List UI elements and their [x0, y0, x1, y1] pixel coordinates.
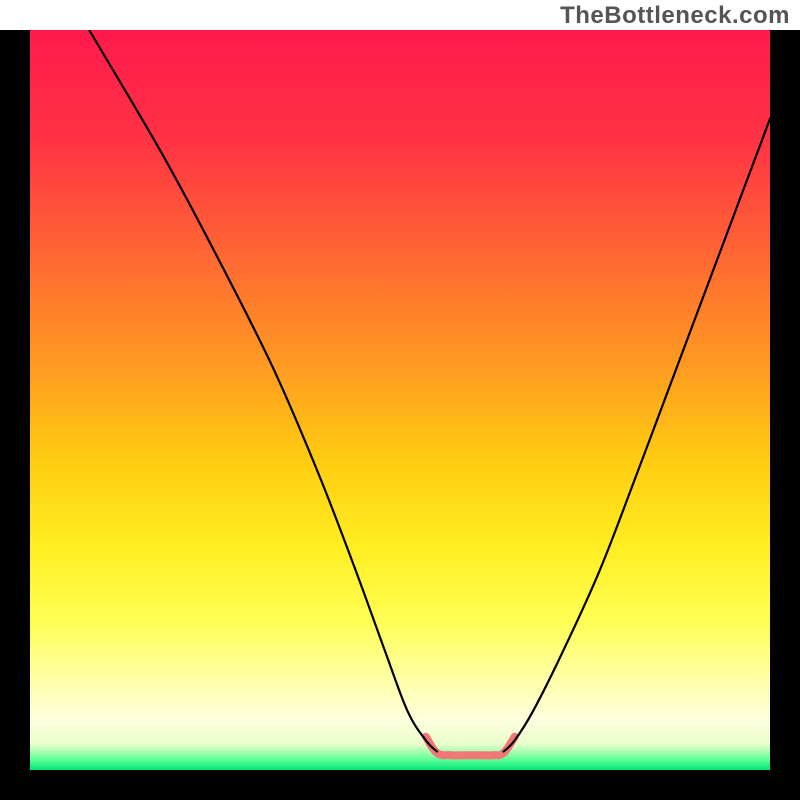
chart-frame: TheBottleneck.com — [0, 0, 800, 800]
watermark-text: TheBottleneck.com — [560, 2, 790, 30]
bottleneck-curve-chart — [0, 0, 800, 800]
plot-background — [30, 30, 770, 770]
